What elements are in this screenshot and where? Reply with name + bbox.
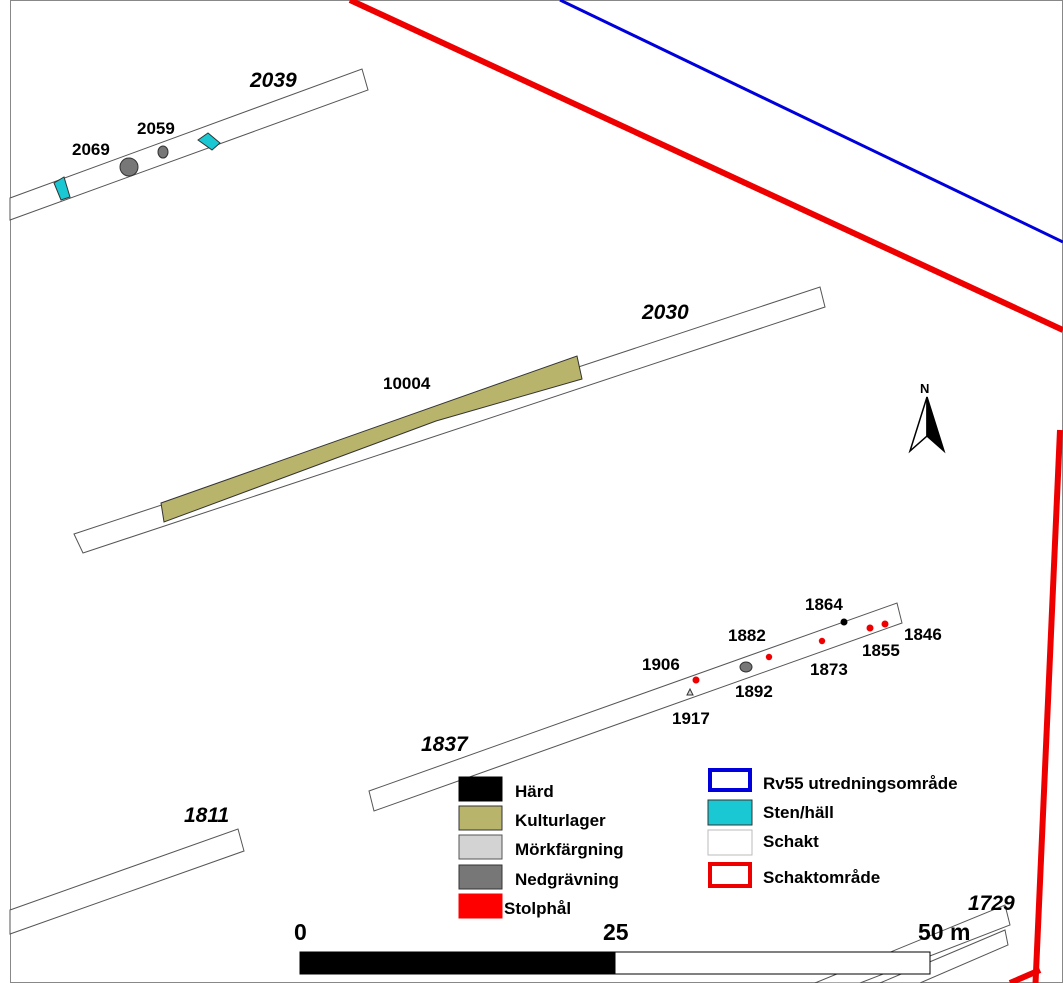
stolphal-1846: [881, 620, 889, 628]
feature-label-1892: 1892: [735, 682, 773, 701]
legend-label-utredningsomrade: Rv55 utredningsområde: [763, 774, 958, 793]
feature-label-1855: 1855: [862, 641, 900, 660]
legend-label-sten-hall: Sten/häll: [763, 803, 834, 822]
legend-swatch-sten-hall: [707, 799, 753, 826]
stolphal-1906: [692, 676, 700, 684]
north-label: N: [920, 381, 929, 396]
legend: Härd Kulturlager Mörkfärgning Nedgrävnin…: [458, 768, 958, 919]
nedgravning-2069: [119, 157, 139, 177]
schaktomrade-boundary: [348, 0, 1063, 333]
feature-label-1864: 1864: [805, 595, 843, 614]
trench-label-1837: 1837: [421, 733, 469, 756]
legend-label-schaktomrade: Schaktområde: [763, 868, 880, 887]
stolphal-1882: [765, 653, 773, 661]
legend-swatch-schaktomrade: [708, 862, 752, 888]
sten-hall-feature: [197, 132, 221, 151]
trench-label-2030: 2030: [641, 301, 689, 324]
scale-bar-black-segment: [299, 951, 616, 975]
sten-hall-feature: [53, 176, 71, 201]
trench-label-1811: 1811: [184, 804, 229, 827]
legend-label-schakt: Schakt: [763, 832, 819, 851]
north-arrow-icon: N: [908, 381, 946, 454]
trench-label-1729: 1729: [968, 892, 1015, 915]
scale-label-end: 50 m: [918, 919, 970, 945]
legend-swatch-schakt: [707, 829, 753, 856]
legend-label-stolphal: Stolphål: [504, 899, 571, 918]
kulturlager-10004: [160, 355, 583, 523]
scale-label-start: 0: [294, 919, 307, 945]
feature-label-1917: 1917: [672, 709, 710, 728]
legend-swatch-kulturlager: [458, 805, 503, 831]
feature-label-1846: 1846: [904, 625, 942, 644]
legend-label-kulturlager: Kulturlager: [515, 811, 606, 830]
schaktomrade-boundary-east: [1032, 429, 1063, 983]
feature-label-10004: 10004: [383, 374, 431, 393]
legend-swatch-nedgravning: [458, 864, 503, 890]
legend-swatch-utredningsomrade: [708, 768, 752, 792]
legend-label-nedgravning: Nedgrävning: [515, 870, 619, 889]
feature-label-2069: 2069: [72, 140, 110, 159]
trench-label-2039: 2039: [249, 69, 297, 92]
legend-label-hard: Härd: [515, 782, 554, 801]
nedgravning-2059: [157, 145, 169, 159]
map-frame: [10, 0, 1063, 983]
legend-swatch-hard: [458, 776, 503, 802]
scale-bar: 0 25 50 m: [294, 919, 970, 975]
morkfargning-1917: [686, 687, 694, 696]
trench-2039: [9, 68, 369, 221]
feature-label-2059: 2059: [137, 119, 175, 138]
trench-1811: [9, 828, 245, 935]
utredningsomrade-boundary: [559, 0, 1063, 244]
feature-label-1873: 1873: [810, 660, 848, 679]
scale-label-mid: 25: [603, 919, 629, 945]
schaktomrade-boundary-corner: [1008, 967, 1042, 983]
stolphal-1855: [866, 624, 874, 632]
stolphal-1873: [818, 637, 826, 645]
nedgravning-1892: [739, 661, 753, 673]
legend-label-morkfargning: Mörkfärgning: [515, 840, 624, 859]
legend-swatch-stolphal: [458, 893, 503, 919]
hard-1864: [840, 618, 848, 626]
legend-swatch-morkfargning: [458, 834, 503, 860]
feature-label-1906: 1906: [642, 655, 680, 674]
scale-bar-white-segment: [614, 951, 931, 975]
feature-label-1882: 1882: [728, 626, 766, 645]
